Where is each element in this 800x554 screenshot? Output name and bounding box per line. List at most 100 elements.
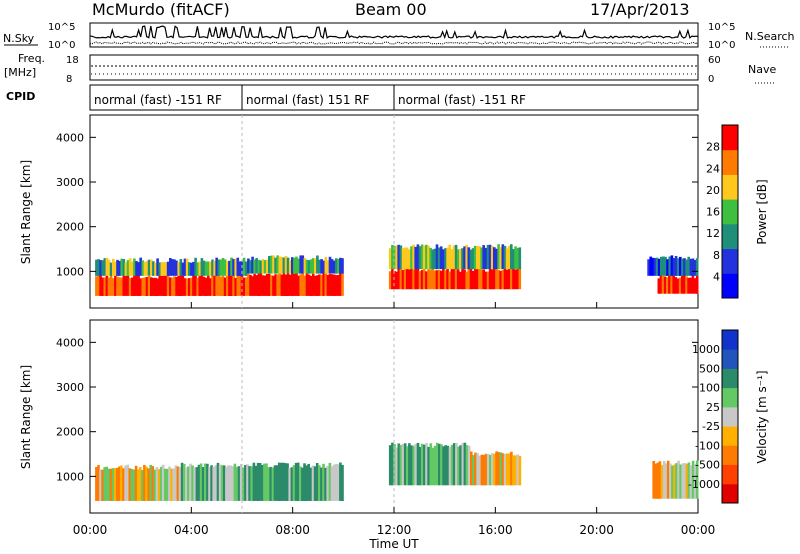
data-cell (282, 462, 285, 501)
data-cell (223, 259, 227, 276)
colorbar-swatch (722, 125, 738, 151)
data-cell (448, 244, 451, 270)
time-axis: 00:00 04:00 08:00 12:00 16:00 20:00 00:00 (73, 302, 715, 537)
data-cell (153, 469, 157, 501)
data-cell (488, 244, 492, 270)
data-cell (190, 262, 193, 276)
data-cell (486, 244, 490, 270)
data-cell (476, 246, 479, 270)
data-cell (497, 244, 500, 270)
data-cell (474, 452, 477, 486)
data-cell (463, 442, 467, 486)
data-cell (276, 274, 279, 296)
data-cell (412, 244, 415, 270)
data-cell (152, 277, 155, 296)
data-cell (330, 259, 334, 274)
cpid-label: CPID (6, 90, 35, 103)
data-cell (139, 467, 142, 501)
data-cell (130, 468, 134, 501)
data-cell (316, 275, 319, 296)
data-cell (335, 258, 338, 274)
data-cell (156, 258, 159, 276)
data-cell (433, 248, 437, 270)
data-cell (680, 275, 684, 294)
data-cell (226, 261, 229, 276)
data-cell (437, 269, 441, 290)
data-cell (459, 271, 462, 290)
data-cell (388, 248, 392, 270)
data-cell (484, 453, 488, 486)
data-cell (418, 271, 422, 290)
data-cell (204, 463, 207, 501)
data-cell (473, 245, 477, 270)
data-cell (444, 248, 447, 270)
data-cell (200, 273, 204, 296)
data-cell (111, 468, 115, 501)
data-cell (489, 454, 492, 486)
data-cell (172, 468, 175, 501)
data-cell (220, 465, 224, 501)
data-cell (388, 445, 392, 486)
data-cell (512, 267, 515, 290)
data-cell (216, 462, 220, 501)
data-cell (238, 274, 242, 296)
data-cell (303, 463, 306, 501)
data-cell (112, 258, 115, 276)
cpid-segment-label: normal (fast) -151 RF (398, 93, 526, 107)
data-cell (437, 247, 441, 270)
data-cell (162, 262, 166, 276)
data-cell (399, 267, 403, 290)
data-cell (405, 247, 409, 270)
ytick-label: 1000 (56, 470, 84, 483)
data-cell (435, 442, 439, 486)
data-cell (685, 276, 688, 294)
data-cell (516, 267, 519, 290)
data-cell (154, 277, 157, 296)
data-cell (192, 275, 195, 296)
nave-tick-bottom: 0 (708, 74, 714, 85)
data-cell (330, 466, 334, 501)
data-cell (446, 445, 450, 486)
data-cell (676, 278, 680, 294)
data-cell (469, 249, 473, 270)
data-cell (238, 261, 242, 276)
data-cell (469, 266, 473, 290)
data-cell (126, 464, 129, 501)
data-cell (255, 275, 258, 296)
data-cell (174, 465, 178, 501)
data-cell (257, 259, 261, 274)
data-cell (297, 258, 300, 274)
data-cell (282, 271, 286, 296)
xaxis-label: Time UT (368, 537, 419, 551)
data-cell (265, 463, 268, 501)
data-cell (164, 468, 167, 501)
data-cell (198, 261, 202, 276)
data-cell (661, 276, 665, 294)
data-cell (654, 463, 658, 499)
data-cell (397, 443, 401, 486)
data-cell (678, 277, 682, 294)
data-cell (166, 274, 170, 296)
data-cell (512, 455, 515, 486)
data-cell (114, 274, 117, 296)
colorbar-swatch (722, 330, 738, 350)
data-cell (232, 258, 235, 276)
data-cell (116, 259, 119, 276)
nsky-panel (89, 22, 699, 48)
data-cell (225, 466, 228, 501)
colorbar-swatch (722, 273, 738, 299)
data-cell (101, 469, 104, 501)
data-cell (137, 275, 140, 296)
data-cell (196, 277, 199, 296)
data-cell (257, 271, 261, 296)
data-cell (175, 260, 178, 276)
data-cell (401, 269, 405, 290)
data-cell (683, 258, 686, 276)
data-cell (656, 462, 660, 499)
data-cell (177, 262, 180, 276)
data-cell (236, 257, 240, 276)
data-cell (480, 247, 483, 270)
data-cell (695, 273, 699, 294)
colorbar-swatch (722, 349, 738, 369)
data-cell (461, 248, 464, 270)
